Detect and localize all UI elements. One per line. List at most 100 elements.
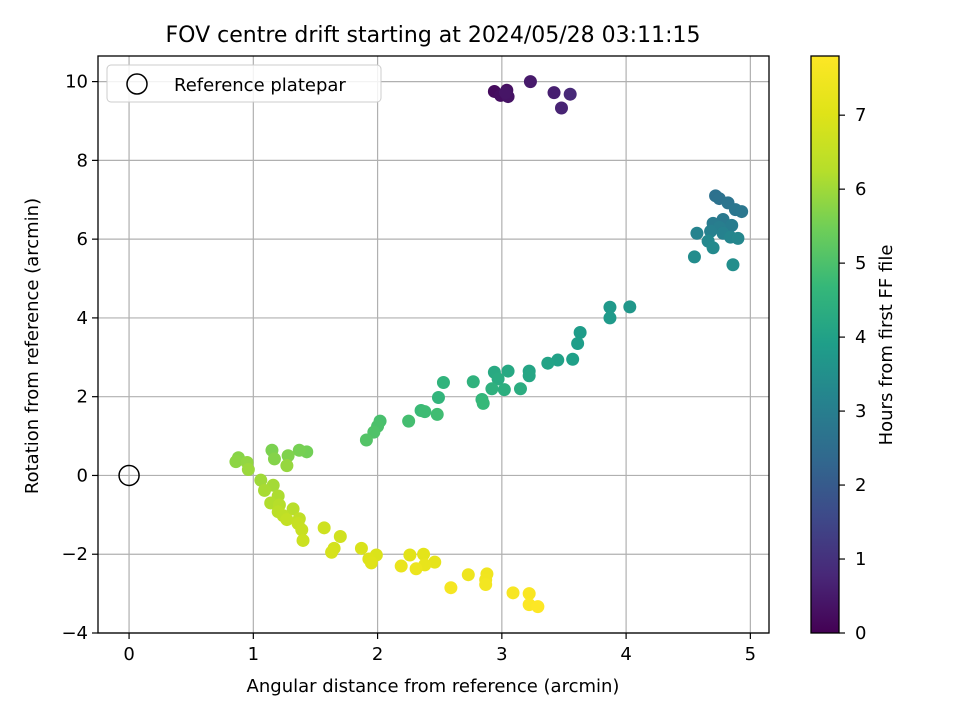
plot-area: 0 1 2 3 4 5 −4 −2 0 2 4 6 8 10 bbox=[61, 55, 770, 665]
scatter-point bbox=[296, 533, 310, 547]
y-tick-label: 2 bbox=[77, 387, 88, 408]
scatter-point bbox=[418, 405, 432, 419]
scatter-point bbox=[551, 353, 565, 367]
colorbar-label: Hours from first FF file bbox=[876, 245, 897, 446]
scatter-point bbox=[476, 396, 490, 410]
scatter-point bbox=[563, 87, 577, 101]
scatter-point bbox=[254, 473, 268, 487]
scatter-point bbox=[690, 226, 704, 240]
scatter-point bbox=[444, 581, 458, 595]
colorbar-tick-label: 0 bbox=[855, 623, 866, 644]
scatter-point bbox=[403, 548, 417, 562]
legend-box bbox=[106, 64, 382, 103]
reference-platepar-marker bbox=[118, 464, 140, 487]
scatter-point bbox=[522, 587, 536, 601]
scatter-point bbox=[523, 75, 537, 89]
reference-marker-layer bbox=[118, 464, 140, 487]
scatter-point bbox=[229, 455, 243, 469]
colorbar-tick-label: 5 bbox=[855, 253, 866, 274]
scatter-point bbox=[354, 541, 368, 555]
scatter-point bbox=[325, 545, 339, 559]
axes-background bbox=[98, 56, 769, 633]
x-tick-label: 1 bbox=[248, 644, 259, 665]
scatter-point bbox=[428, 555, 442, 569]
scatter-point bbox=[409, 562, 423, 576]
y-tick-label: 6 bbox=[77, 229, 88, 250]
x-tick-label: 0 bbox=[123, 644, 134, 665]
scatter-point bbox=[725, 218, 739, 232]
colorbar-tick-label: 3 bbox=[855, 401, 866, 422]
colorbar-tick-label: 2 bbox=[855, 475, 866, 496]
colorbar-ticks: 0 1 2 3 4 5 6 7 bbox=[839, 105, 866, 644]
scatter-point bbox=[554, 101, 568, 115]
scatter-point bbox=[292, 443, 306, 457]
x-tick-label: 5 bbox=[745, 644, 756, 665]
x-axis-ticks: 0 1 2 3 4 5 bbox=[123, 633, 756, 665]
legend-marker-open-circle bbox=[126, 73, 148, 95]
data-points bbox=[229, 75, 749, 614]
scatter-point bbox=[402, 414, 416, 428]
y-axis-ticks: −4 −2 0 2 4 6 8 10 bbox=[61, 72, 98, 644]
colorbar-tick-label: 7 bbox=[855, 105, 866, 126]
colorbar: 0 1 2 3 4 5 6 7 Hours from first FF file bbox=[810, 55, 897, 644]
y-tick-label: 8 bbox=[77, 150, 88, 171]
scatter-point bbox=[704, 224, 718, 238]
scatter-point bbox=[731, 231, 745, 245]
x-axis-label: Angular distance from reference (arcmin) bbox=[247, 676, 620, 697]
scatter-point bbox=[547, 86, 561, 100]
colorbar-tick-label: 6 bbox=[855, 179, 866, 200]
scatter-point bbox=[687, 250, 701, 264]
scatter-point bbox=[603, 311, 617, 325]
scatter-point bbox=[571, 337, 585, 351]
scatter-point bbox=[430, 407, 444, 421]
x-tick-label: 4 bbox=[620, 644, 631, 665]
scatter-point bbox=[295, 523, 309, 537]
scatter-point bbox=[417, 547, 431, 561]
scatter-point bbox=[241, 463, 255, 477]
scatter-point bbox=[431, 390, 445, 404]
scatter-point bbox=[317, 521, 331, 535]
scatter-point bbox=[286, 502, 300, 516]
scatter-point bbox=[485, 382, 499, 396]
y-axis-label: Rotation from reference (arcmin) bbox=[22, 198, 43, 494]
scatter-point bbox=[735, 205, 749, 219]
colorbar-tick-label: 4 bbox=[855, 327, 866, 348]
scatter-point bbox=[461, 568, 475, 582]
scatter-point bbox=[623, 300, 637, 314]
y-tick-label: 4 bbox=[77, 308, 88, 329]
scatter-point bbox=[280, 459, 294, 473]
chart-title: FOV centre drift starting at 2024/05/28 … bbox=[166, 23, 701, 48]
colorbar-tick-label: 1 bbox=[855, 549, 866, 570]
scatter-point bbox=[466, 375, 480, 389]
scatter-point bbox=[359, 433, 373, 447]
y-tick-label: 10 bbox=[65, 72, 88, 93]
scatter-point bbox=[479, 578, 493, 592]
scatter-point bbox=[501, 364, 515, 378]
y-tick-label: 0 bbox=[77, 465, 88, 486]
colorbar-gradient bbox=[810, 55, 840, 634]
scatter-point bbox=[281, 449, 295, 463]
scatter-point bbox=[491, 372, 505, 386]
scatter-point bbox=[541, 356, 555, 370]
scatter-point bbox=[364, 556, 378, 570]
scatter-point bbox=[513, 382, 527, 396]
scatter-point bbox=[531, 600, 545, 614]
scatter-point bbox=[280, 513, 294, 527]
x-tick-label: 2 bbox=[372, 644, 383, 665]
scatter-point bbox=[706, 241, 720, 255]
scatter-point bbox=[394, 559, 408, 573]
x-tick-label: 3 bbox=[496, 644, 507, 665]
legend-entry-label: Reference platepar bbox=[174, 75, 346, 96]
scatter-point bbox=[566, 352, 580, 366]
axes-frame bbox=[97, 55, 770, 634]
scatter-point bbox=[258, 483, 272, 497]
scatter-point bbox=[436, 376, 450, 390]
scatter-point bbox=[333, 530, 347, 544]
scatter-point bbox=[603, 300, 617, 314]
scatter-point bbox=[499, 86, 513, 100]
scatter-point bbox=[267, 452, 281, 466]
y-tick-label: −4 bbox=[61, 623, 88, 644]
scatter-point bbox=[506, 586, 520, 600]
scatter-point bbox=[497, 383, 511, 397]
